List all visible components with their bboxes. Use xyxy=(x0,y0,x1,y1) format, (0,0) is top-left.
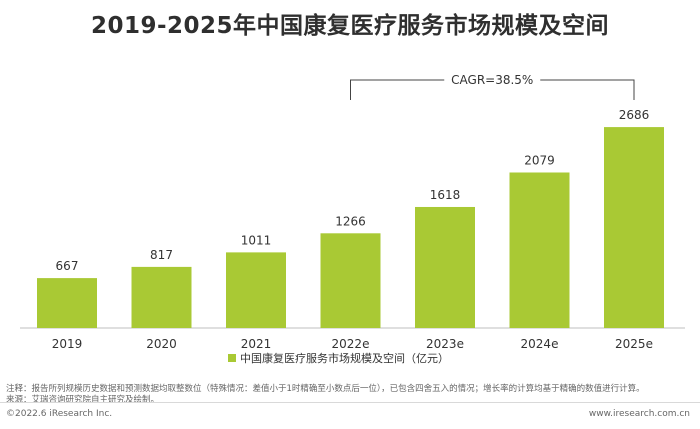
copyright: ©2022.6 iResearch Inc. xyxy=(6,409,113,419)
footnote: 注释：报告所列规模历史数据和预测数据均取整数位（特殊情况：差值小于1时精确至小数… xyxy=(6,384,645,394)
data-label-2020: 817 xyxy=(150,248,173,262)
source-note: 来源：艾瑞咨询研究院自主研究及绘制。 xyxy=(6,395,160,405)
x-tick-2024e: 2024e xyxy=(521,337,559,351)
bar-2019 xyxy=(37,278,97,328)
x-tick-2019: 2019 xyxy=(52,337,83,351)
legend-swatch xyxy=(228,354,236,362)
x-tick-2025e: 2025e xyxy=(615,337,653,351)
data-label-2023e: 1618 xyxy=(430,188,461,202)
footer-divider xyxy=(0,402,700,403)
data-label-2019: 667 xyxy=(56,259,79,273)
bar-2025e xyxy=(604,127,664,329)
data-label-2025e: 2686 xyxy=(619,108,650,122)
x-tick-2020: 2020 xyxy=(146,337,177,351)
data-label-2024e: 2079 xyxy=(524,153,555,167)
bar-2023e xyxy=(415,206,475,328)
data-label-2022e: 1266 xyxy=(335,214,366,228)
x-tick-2023e: 2023e xyxy=(426,337,464,351)
cagr-label-bg xyxy=(444,71,541,89)
bar-2022e xyxy=(320,233,381,328)
website: www.iresearch.com.cn xyxy=(588,409,690,419)
x-tick-2022e: 2022e xyxy=(332,337,370,351)
chart-title: 2019-2025年中国康复医疗服务市场规模及空间 xyxy=(90,13,610,39)
bar-2024e xyxy=(509,172,570,328)
x-tick-2021: 2021 xyxy=(241,337,272,351)
cagr-label: CAGR=38.5% xyxy=(451,73,533,87)
data-label-2021: 1011 xyxy=(241,233,272,247)
bar-2020 xyxy=(131,266,192,328)
legend-label: 中国康复医疗服务市场规模及空间（亿元） xyxy=(240,351,449,365)
bar-2021 xyxy=(226,252,286,328)
